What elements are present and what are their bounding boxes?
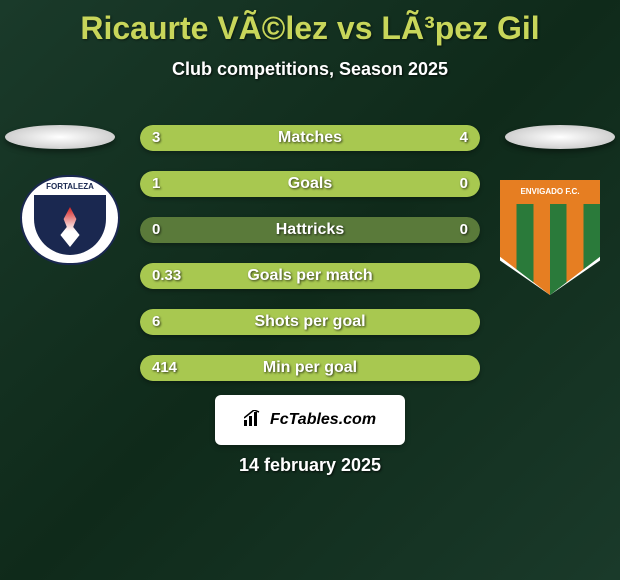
page-title: Ricaurte VÃ©lez vs LÃ³pez Gil bbox=[0, 0, 620, 47]
stat-row-goals-per-match: 0.33 Goals per match bbox=[140, 263, 480, 289]
shield-right-icon: ENVIGADO F.C. bbox=[500, 180, 600, 295]
team-right-name: ENVIGADO F.C. bbox=[500, 180, 600, 204]
team-left-logo: FORTALEZA bbox=[20, 175, 120, 275]
stat-label: Shots per goal bbox=[140, 309, 480, 335]
stat-row-hattricks: 0 Hattricks 0 bbox=[140, 217, 480, 243]
stat-row-goals: 1 Goals 0 bbox=[140, 171, 480, 197]
team-left-name: FORTALEZA bbox=[22, 182, 118, 191]
stat-right-value: 0 bbox=[460, 171, 468, 197]
disc-right bbox=[505, 125, 615, 149]
chart-icon bbox=[244, 410, 264, 431]
disc-left bbox=[5, 125, 115, 149]
stat-right-value: 0 bbox=[460, 217, 468, 243]
shield-left-icon: FORTALEZA bbox=[20, 175, 120, 265]
stat-right-value: 4 bbox=[460, 125, 468, 151]
stat-label: Hattricks bbox=[140, 217, 480, 243]
footer-link[interactable]: FcTables.com bbox=[215, 395, 405, 445]
stat-row-matches: 3 Matches 4 bbox=[140, 125, 480, 151]
footer-date: 14 february 2025 bbox=[0, 455, 620, 476]
stat-label: Goals per match bbox=[140, 263, 480, 289]
stat-label: Min per goal bbox=[140, 355, 480, 381]
stat-label: Matches bbox=[140, 125, 480, 151]
footer-link-text: FcTables.com bbox=[270, 411, 376, 429]
team-right-logo: ENVIGADO F.C. bbox=[500, 180, 600, 295]
stats-bars: 3 Matches 4 1 Goals 0 0 Hattricks 0 0.33… bbox=[140, 125, 480, 401]
page-subtitle: Club competitions, Season 2025 bbox=[0, 59, 620, 80]
shield-right-stripes bbox=[500, 204, 600, 295]
stat-label: Goals bbox=[140, 171, 480, 197]
stat-row-min-per-goal: 414 Min per goal bbox=[140, 355, 480, 381]
stat-row-shots-per-goal: 6 Shots per goal bbox=[140, 309, 480, 335]
